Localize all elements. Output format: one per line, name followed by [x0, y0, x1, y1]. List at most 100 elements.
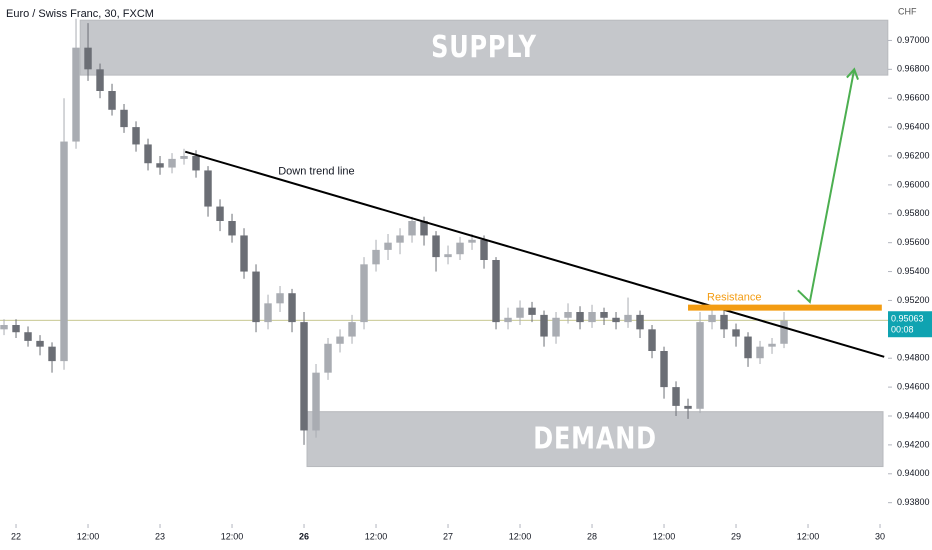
y-tick-label: 0.94000	[897, 468, 930, 478]
y-axis-label: CHF	[898, 6, 917, 16]
candle-body	[480, 239, 488, 260]
price-tag-countdown: 00:08	[891, 325, 914, 335]
candle-body	[408, 221, 416, 236]
candle-body	[384, 242, 392, 250]
candle-body	[276, 293, 284, 304]
candle-body	[720, 314, 728, 330]
candle-body	[468, 239, 476, 243]
candle-body	[768, 343, 776, 347]
candle-body	[108, 91, 116, 110]
candle-body	[204, 170, 212, 207]
x-tick-label: 30	[875, 531, 885, 541]
candle-body	[288, 293, 296, 323]
candle-body	[312, 372, 320, 431]
candle-body	[744, 336, 752, 359]
arrow-head	[846, 67, 859, 81]
price-tag-value: 0.95063	[891, 314, 924, 324]
candle-body	[264, 303, 272, 323]
candle-body	[168, 158, 176, 168]
candle-body	[300, 322, 308, 431]
candle-body	[756, 346, 764, 359]
candle-body	[360, 264, 368, 323]
x-tick-label: 29	[731, 531, 741, 541]
y-tick-label: 0.94200	[897, 439, 930, 449]
candle-body	[672, 387, 680, 406]
drawings: Down trend line Resistance	[184, 67, 885, 358]
candle-body	[84, 47, 92, 70]
y-tick-label: 0.93800	[897, 497, 930, 507]
y-tick-label: 0.95800	[897, 208, 930, 218]
y-tick-label: 0.94400	[897, 410, 930, 420]
x-tick-label: 12:00	[365, 531, 388, 541]
price-tag	[888, 311, 932, 338]
candle-body	[0, 325, 8, 330]
x-tick-label: 28	[587, 531, 597, 541]
x-tick-label: 12:00	[797, 531, 820, 541]
trend-line-label: Down trend line	[278, 166, 354, 178]
candle-body	[696, 322, 704, 409]
candle-body	[240, 235, 248, 272]
candle-body	[12, 325, 20, 333]
y-tick-label: 0.94600	[897, 381, 930, 391]
x-tick-label: 27	[443, 531, 453, 541]
candle-body	[180, 156, 188, 159]
candle-body	[420, 221, 428, 236]
candle-body	[324, 343, 332, 373]
y-tick-label: 0.96800	[897, 64, 930, 74]
candle-body	[72, 47, 80, 142]
candle-body	[636, 314, 644, 330]
candle-body	[228, 221, 236, 236]
axes: 0.97000 0.96800 0.96600 0.96400 0.96200 0.960…	[11, 35, 932, 541]
y-tick-label: 0.96000	[897, 179, 930, 189]
candle-body	[336, 336, 344, 344]
candle-body	[528, 307, 536, 315]
candle-body	[216, 206, 224, 221]
zone	[306, 411, 884, 468]
y-tick-label: 0.97000	[897, 35, 930, 45]
x-tick-label: 12:00	[77, 531, 100, 541]
candle-body	[48, 346, 56, 362]
y-tick-label: 0.95600	[897, 237, 930, 247]
x-tick-label: 23	[155, 531, 165, 541]
candle-body	[432, 235, 440, 258]
zones: SUPPLY DEMAND	[79, 19, 889, 468]
candle-body	[348, 322, 356, 337]
zone-label: SUPPLY	[431, 30, 537, 64]
candle-body	[516, 307, 524, 318]
candle-body	[588, 312, 596, 323]
zone	[79, 19, 889, 76]
trend-line	[184, 150, 885, 358]
candle-body	[780, 320, 788, 344]
candle-body	[648, 329, 656, 351]
y-tick-label: 0.96200	[897, 150, 930, 160]
candle-body	[60, 141, 68, 362]
candle-body	[24, 332, 32, 341]
candle-body	[444, 254, 452, 258]
candle-body	[576, 312, 584, 323]
x-tick-label: 22	[11, 531, 21, 541]
candle-body	[684, 405, 692, 409]
y-tick-label: 0.95200	[897, 295, 930, 305]
y-tick-label: 0.96400	[897, 121, 930, 131]
resistance-label: Resistance	[707, 292, 761, 304]
candle-body	[396, 235, 404, 243]
candle-body	[624, 314, 632, 323]
candle-body	[600, 312, 608, 318]
candle-body	[492, 260, 500, 323]
x-tick-label: 26	[299, 531, 309, 541]
candle-body	[540, 314, 548, 337]
x-tick-label: 12:00	[221, 531, 244, 541]
candle-body	[132, 127, 140, 145]
x-tick-label: 12:00	[509, 531, 532, 541]
candle-body	[660, 351, 668, 388]
candle-body	[564, 312, 572, 318]
candle-body	[612, 317, 620, 323]
candle-body	[120, 109, 128, 128]
x-tick-label: 12:00	[653, 531, 676, 541]
candle-body	[144, 144, 152, 164]
candle-body	[708, 314, 716, 323]
y-tick-label: 0.94800	[897, 353, 930, 363]
y-tick-label: 0.96600	[897, 93, 930, 103]
arrow	[797, 69, 856, 304]
